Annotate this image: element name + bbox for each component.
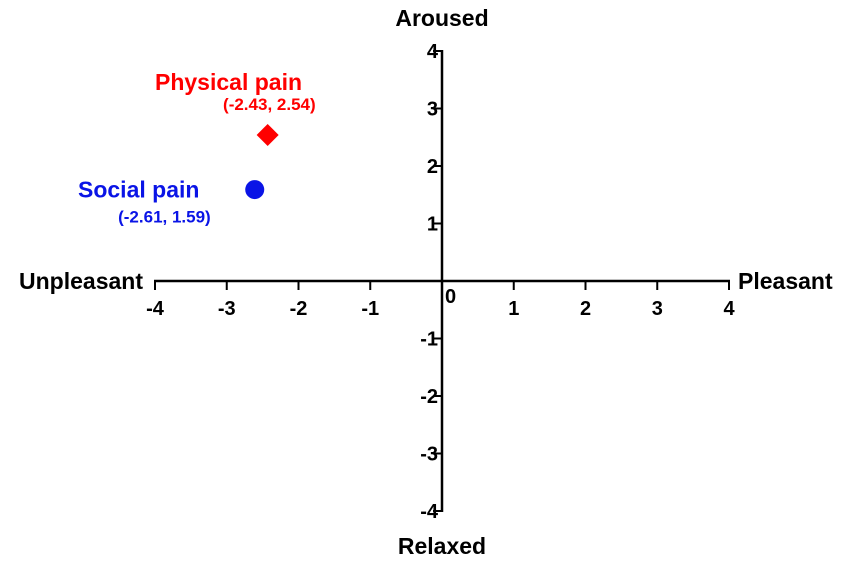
- y-tick-label: -2: [420, 386, 438, 408]
- axes: [154, 50, 730, 512]
- x-tick-label: 3: [652, 298, 663, 320]
- y-tick-label: -3: [420, 444, 438, 466]
- y-tick-label: 1: [427, 214, 438, 236]
- physical-pain-coord-label: (-2.43, 2.54): [223, 95, 316, 114]
- relaxed-label: Relaxed: [398, 533, 486, 559]
- y-tick-label: 3: [427, 99, 438, 121]
- origin-label: 0: [445, 286, 456, 308]
- x-tick-label: -2: [290, 298, 308, 320]
- physical-pain-point: [256, 123, 279, 146]
- aroused-label: Aroused: [395, 5, 488, 31]
- social-pain-label: Social pain: [78, 177, 199, 203]
- physical-pain-label: Physical pain: [155, 69, 302, 95]
- x-tick-label: -1: [361, 298, 379, 320]
- pleasant-label: Pleasant: [738, 268, 833, 294]
- y-tick-label: -4: [420, 501, 439, 523]
- social-pain-coord-label: (-2.61, 1.59): [118, 208, 211, 227]
- x-tick-label: 1: [508, 298, 519, 320]
- social-pain-point: [245, 180, 265, 200]
- x-tick-label: 2: [580, 298, 591, 320]
- x-tick-label: -3: [218, 298, 236, 320]
- data-points: Physical pain(-2.43, 2.54) Social pain (-2…: [78, 69, 316, 227]
- ticks: -4 -3 -2 -1 1 2 3 4 4 3 2 1 -1 -2 -3 -4: [146, 41, 735, 523]
- y-tick-label: 4: [427, 41, 439, 63]
- unpleasant-label: Unpleasant: [19, 268, 143, 294]
- x-tick-label: 4: [723, 298, 735, 320]
- y-tick-label: 2: [427, 156, 438, 178]
- pole-labels: Unpleasant Pleasant Aroused Relaxed 0: [19, 5, 833, 559]
- x-tick-label: -4: [146, 298, 165, 320]
- y-tick-label: -1: [420, 329, 438, 351]
